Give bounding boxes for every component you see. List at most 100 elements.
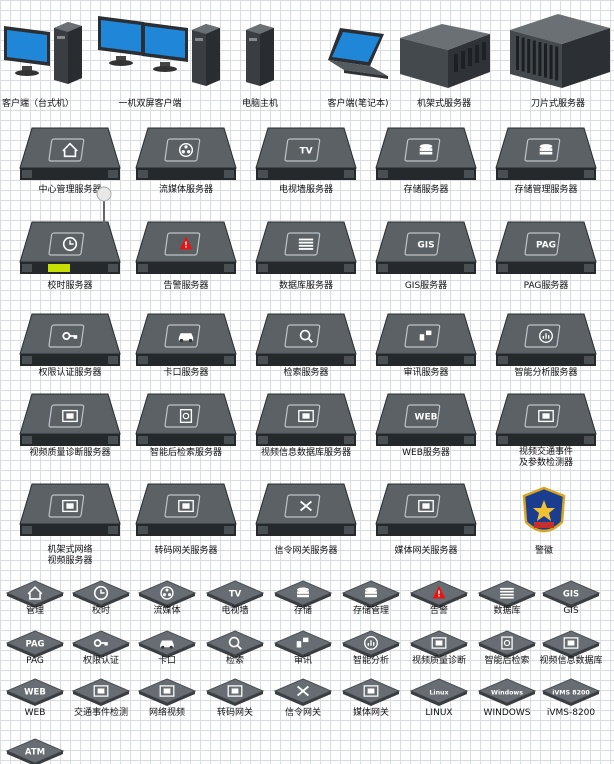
pag-server[interactable]: PAG [494, 218, 598, 282]
checkpoint-label: 卡口 [157, 656, 177, 666]
web-icon: WEB [24, 687, 46, 697]
web-icon: WEB [415, 413, 438, 423]
search-server-label: 检索服务器 [283, 368, 329, 378]
storage-mgmt-label: 存储管理 [352, 606, 390, 616]
clock-icon [93, 585, 109, 601]
video-diagnosis-server[interactable] [18, 390, 122, 454]
ivms-icon-tile[interactable]: iVMS 8200 [541, 678, 601, 706]
signal-icon [297, 685, 309, 697]
video-db-server[interactable] [254, 390, 358, 454]
client-laptop[interactable] [322, 24, 398, 86]
home-icon [27, 585, 43, 600]
traffic-event-icon-tile[interactable] [71, 678, 131, 706]
checkpoint-server[interactable] [134, 310, 238, 374]
client-desktop-label: 客户端（台式机） [1, 99, 75, 109]
gis-icon-tile[interactable]: GIS [541, 580, 601, 608]
atm-icon-tile[interactable]: ATM [5, 738, 65, 764]
rack-server[interactable] [396, 20, 496, 94]
tv-icon: TV [229, 589, 242, 599]
timing-server[interactable] [18, 218, 122, 282]
traffic-event-server[interactable] [494, 390, 598, 454]
storage-mgmt-icon-tile[interactable] [341, 580, 401, 608]
smart-retrieval-label: 智能后检索 [484, 656, 530, 666]
tv-wall-server[interactable]: TV [254, 124, 358, 188]
network-video-icon-tile[interactable] [137, 678, 197, 706]
mgmt-icon-tile[interactable] [5, 580, 65, 608]
computer-host[interactable] [242, 22, 282, 92]
audit-label: 审讯 [293, 656, 313, 666]
tv-wall-icon-tile[interactable]: TV [205, 580, 265, 608]
alarm-server[interactable]: ! [134, 218, 238, 282]
pag-icon: PAG [536, 241, 556, 251]
blade-server[interactable] [506, 10, 614, 92]
gis-server-label: GIS服务器 [404, 281, 448, 291]
storage-server[interactable] [374, 124, 478, 188]
streaming-icon-tile[interactable] [137, 580, 197, 608]
svg-text:Linux: Linux [429, 690, 448, 697]
search-server[interactable] [254, 310, 358, 374]
media-gateway-icon-tile[interactable] [341, 678, 401, 706]
storage-mgmt-server[interactable] [494, 124, 598, 188]
pag-icon-tile[interactable]: PAG [5, 630, 65, 658]
central-mgmt-server[interactable] [18, 124, 122, 188]
film-icon [227, 685, 243, 697]
mgmt-label: 管理 [25, 606, 45, 616]
auth-server[interactable] [18, 310, 122, 374]
car-icon [160, 640, 174, 649]
database-server[interactable] [254, 218, 358, 282]
web-server[interactable]: WEB [374, 390, 478, 454]
film-icon [62, 499, 78, 513]
timing-antenna[interactable] [96, 184, 112, 224]
audit-icon-tile[interactable] [273, 630, 333, 658]
tv-icon: TV [299, 147, 312, 157]
streaming-server[interactable] [134, 124, 238, 188]
db-icon [500, 587, 514, 599]
linux-icon-tile[interactable]: Linux [409, 678, 469, 706]
network-video-server[interactable] [18, 480, 122, 544]
checkpoint-icon-tile[interactable] [137, 630, 197, 658]
timing-server-label: 校时服务器 [47, 281, 93, 291]
analytics-server[interactable] [494, 310, 598, 374]
gis-server[interactable]: GIS [374, 218, 478, 282]
smart-retrieval-server[interactable] [134, 390, 238, 454]
transcode-gateway-server-label: 转码网关服务器 [154, 546, 218, 556]
dual-screen-client[interactable] [96, 12, 226, 94]
streaming-label: 流媒体 [153, 606, 181, 616]
database-icon-tile[interactable] [477, 580, 537, 608]
film-icon [418, 499, 434, 513]
doc-icon [179, 409, 193, 423]
signaling-gateway-icon-tile[interactable] [273, 678, 333, 706]
client-desktop[interactable] [2, 18, 92, 92]
audit-server[interactable] [374, 310, 478, 374]
db-icon [298, 238, 314, 250]
svg-text:!: ! [184, 240, 188, 250]
signaling-gateway-server[interactable] [254, 480, 358, 544]
car-icon [178, 333, 194, 343]
smart-retrieval-server-label: 智能后检索服务器 [149, 448, 223, 458]
disk-icon [419, 144, 433, 155]
svg-text:WEB: WEB [415, 413, 438, 423]
analytics-icon-tile[interactable] [341, 630, 401, 658]
auth-icon-tile[interactable] [71, 630, 131, 658]
timing-icon-tile[interactable] [71, 580, 131, 608]
search-icon-tile[interactable] [205, 630, 265, 658]
transcode-gateway-icon-tile[interactable] [205, 678, 265, 706]
gis-icon: GIS [563, 589, 579, 599]
media-gateway-server[interactable] [374, 480, 478, 544]
film-icon [93, 685, 109, 697]
smart-retrieval-icon-tile[interactable] [477, 630, 537, 658]
film-icon [563, 637, 579, 649]
streaming-server-label: 流媒体服务器 [158, 185, 214, 195]
police-badge[interactable] [520, 486, 568, 542]
disk-icon [297, 587, 309, 598]
alarm-icon-tile[interactable]: ! [409, 580, 469, 608]
pag-server-label: PAG服务器 [523, 281, 569, 291]
web-icon-tile[interactable]: WEB [5, 678, 65, 706]
video-diagnosis-icon-tile[interactable] [409, 630, 469, 658]
blade-server-label: 刀片式服务器 [530, 99, 586, 109]
audit-server-label: 审讯服务器 [403, 368, 449, 378]
windows-icon-tile[interactable]: Windows [477, 678, 537, 706]
video-db-icon-tile[interactable] [541, 630, 601, 658]
transcode-gateway-server[interactable] [134, 480, 238, 544]
storage-icon-tile[interactable] [273, 580, 333, 608]
